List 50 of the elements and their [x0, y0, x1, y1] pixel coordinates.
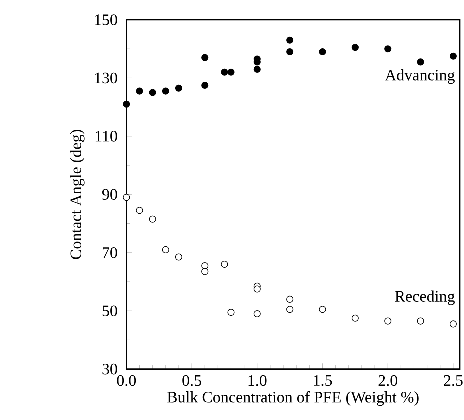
point	[202, 262, 209, 270]
y-tick-label: 50	[102, 306, 118, 316]
point	[286, 306, 294, 314]
point	[319, 306, 326, 314]
point	[384, 46, 392, 53]
point	[286, 36, 294, 44]
y-tick-label: 110	[96, 131, 118, 142]
point	[221, 68, 228, 76]
x-tick-label: 1.5	[314, 375, 332, 386]
point	[162, 246, 170, 254]
y-tick-label: 30	[102, 364, 118, 375]
point	[228, 309, 235, 316]
point	[123, 194, 130, 202]
point	[123, 100, 130, 108]
y-axis-title: Contact Angle (deg)	[70, 130, 85, 260]
point	[175, 84, 182, 92]
point	[228, 68, 235, 76]
point	[286, 48, 294, 56]
point	[202, 268, 209, 276]
point	[202, 82, 209, 90]
point	[352, 314, 359, 322]
point	[384, 318, 392, 325]
point	[352, 44, 359, 52]
y-tick-label: 150	[95, 14, 118, 26]
point	[136, 88, 144, 95]
x-tick-label: 1.0	[248, 375, 267, 386]
point	[254, 66, 261, 74]
point	[149, 89, 156, 96]
point	[417, 58, 424, 66]
x-axis-title: Bulk Concentration of PFE (Weight %)	[168, 391, 419, 406]
series-label: Advancing	[385, 69, 455, 84]
point	[202, 54, 209, 62]
point	[417, 318, 424, 325]
point	[149, 216, 156, 223]
point	[286, 296, 294, 303]
series-label: Receding	[395, 290, 455, 306]
y-tick-label: 90	[102, 189, 118, 200]
point	[319, 48, 326, 56]
x-tick-label: 0.0	[117, 375, 136, 386]
x-tick-label: 2.5	[444, 375, 463, 386]
point	[254, 310, 261, 318]
x-tick-label: 2.0	[378, 375, 398, 386]
y-tick-label: 70	[103, 247, 118, 258]
point	[136, 207, 144, 214]
point	[221, 260, 228, 268]
y-tick-label: 130	[95, 72, 118, 84]
point	[254, 286, 261, 293]
x-tick-label: 0.5	[182, 375, 202, 386]
point	[162, 88, 170, 95]
point	[175, 254, 182, 261]
